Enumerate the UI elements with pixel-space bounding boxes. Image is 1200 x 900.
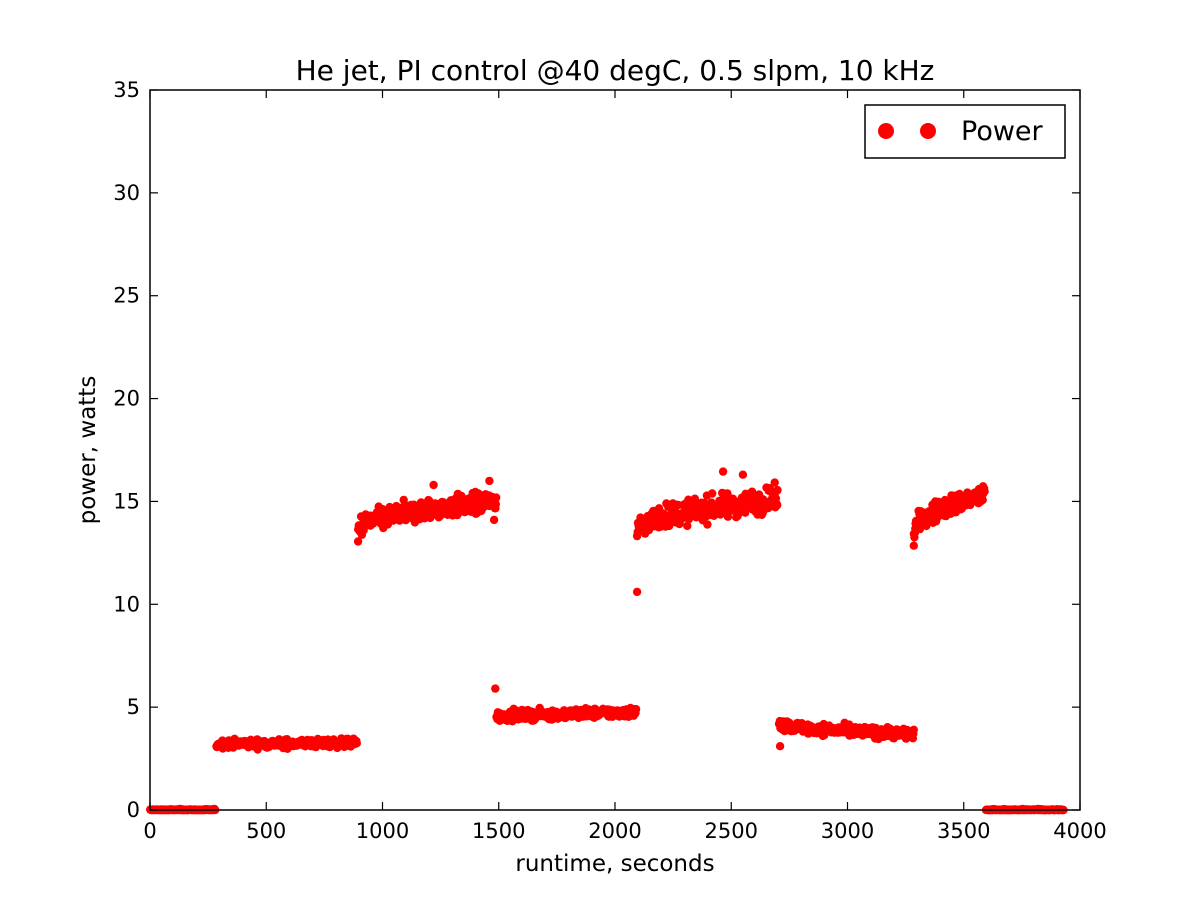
data-point-outlier <box>909 541 918 550</box>
data-point <box>770 478 779 487</box>
y-axis-label: power, watts <box>75 376 101 525</box>
y-tick-labels: 0 5 10 15 20 25 30 35 <box>113 78 140 822</box>
x-tick-label: 500 <box>246 819 286 843</box>
y-tick-label: 30 <box>113 181 140 205</box>
data-point <box>708 489 717 498</box>
data-point <box>491 500 500 509</box>
y-tick-label: 10 <box>113 592 140 616</box>
y-tick-label: 25 <box>113 284 140 308</box>
data-point <box>703 520 712 529</box>
data-point-outlier <box>491 684 500 693</box>
x-tick-label: 0 <box>143 819 156 843</box>
legend: Power <box>864 104 1066 159</box>
data-point <box>352 739 361 748</box>
y-tick-label: 15 <box>113 489 140 513</box>
x-tick-label: 2500 <box>705 819 758 843</box>
x-axis-label: runtime, seconds <box>515 851 714 877</box>
data-point <box>980 487 989 496</box>
legend-marker <box>920 123 936 139</box>
data-point-outlier <box>738 470 748 479</box>
legend-marker <box>878 123 894 139</box>
data-point-outlier <box>775 742 785 751</box>
data-point <box>631 705 641 714</box>
data-points <box>146 467 1068 815</box>
data-point-outlier <box>632 587 642 597</box>
x-tick-label: 4000 <box>1053 819 1106 843</box>
x-tick-label: 2000 <box>588 819 641 843</box>
data-point-outlier <box>429 480 438 490</box>
axis-ticks <box>149 89 1081 811</box>
data-point <box>909 725 918 734</box>
data-point-outlier <box>353 537 363 546</box>
data-point-outlier <box>485 476 494 486</box>
data-point-outlier <box>718 467 728 476</box>
data-point <box>683 521 692 531</box>
x-tick-label: 1000 <box>356 819 409 843</box>
data-point <box>978 495 987 505</box>
y-tick-label: 5 <box>127 695 140 719</box>
x-tick-labels: 0 500 1000 1500 2000 2500 3000 3500 4000 <box>143 819 1106 843</box>
legend-box <box>864 104 1066 159</box>
y-tick-label: 35 <box>113 78 140 102</box>
data-point <box>492 493 501 502</box>
legend-label: Power <box>961 116 1044 147</box>
x-tick-label: 3000 <box>821 819 874 843</box>
y-tick-label: 20 <box>113 387 140 411</box>
chart-title: He jet, PI control @40 degC, 0.5 slpm, 1… <box>296 54 935 87</box>
data-point-outlier <box>489 515 499 525</box>
x-tick-label: 3500 <box>937 819 990 843</box>
data-point <box>773 500 782 510</box>
data-point <box>765 484 774 493</box>
y-tick-label: 0 <box>127 798 140 822</box>
data-point <box>773 485 782 495</box>
x-tick-label: 1500 <box>472 819 525 843</box>
